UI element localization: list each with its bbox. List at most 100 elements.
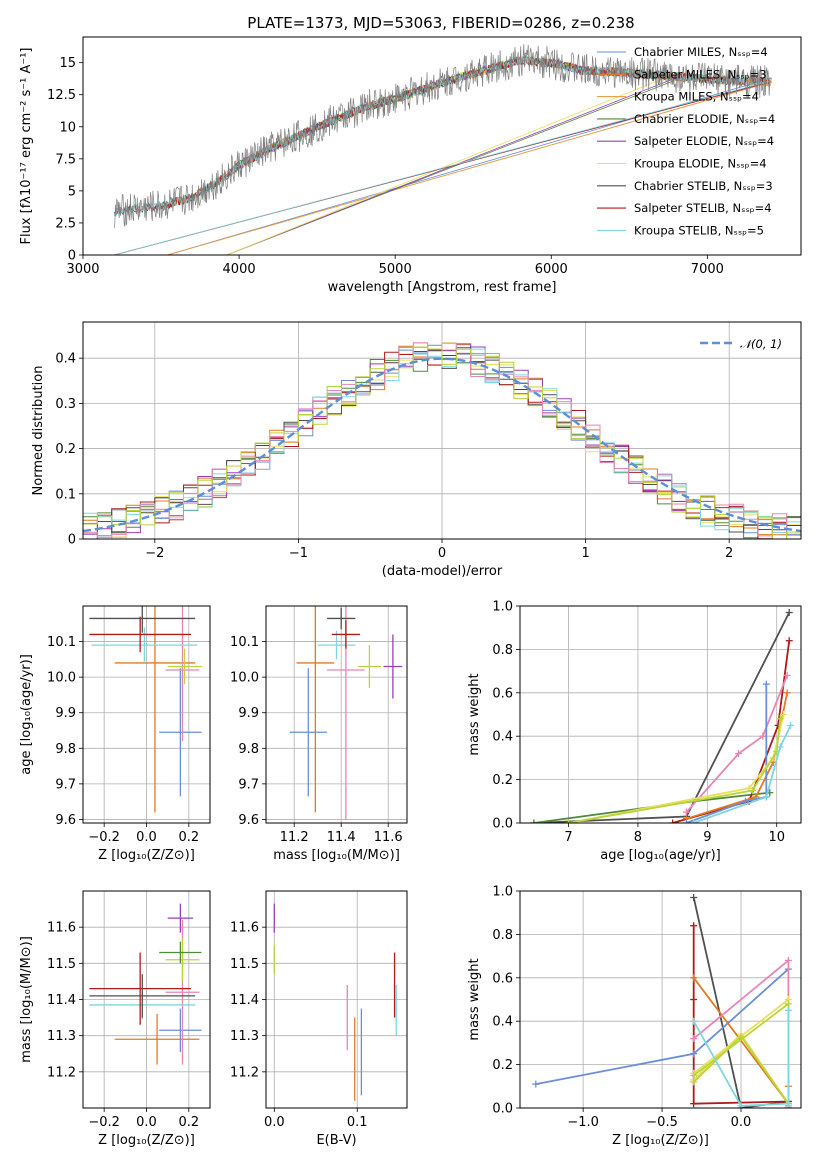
axes-frame [82, 36, 802, 256]
legend-label: Chabrier ELODIE, Nₛₛₚ=4 [634, 112, 775, 126]
line-group [532, 894, 792, 1108]
errorbar-group [289, 606, 403, 820]
y-tick-label: 10 [59, 120, 76, 135]
y-axis-label: mass weight [467, 673, 482, 755]
y-tick-label: 10.0 [230, 671, 259, 686]
observed-spectrum-line [113, 44, 771, 228]
legend-label: Salpeter STELIB, Nₛₛₚ=4 [634, 201, 772, 215]
y-tick-label: 9.8 [55, 742, 76, 757]
y-tick-label: 12.5 [47, 88, 76, 103]
x-tick-label: −0.2 [88, 1115, 120, 1130]
x-tick-label: 7000 [691, 262, 724, 277]
x-axis-label: Z [log₁₀(Z/Z⊙)] [612, 1133, 709, 1148]
y-tick-label: 0.0 [492, 1102, 513, 1117]
y-tick-label: 11.4 [230, 993, 259, 1008]
y-tick-label: 0.6 [492, 971, 513, 986]
x-tick-label: 0.0 [264, 1115, 285, 1130]
y-tick-label: 0.3 [55, 397, 76, 412]
x-tick-label: 0.0 [136, 1115, 157, 1130]
y-tick-label: 1.0 [492, 600, 513, 615]
spectrum-group [113, 44, 773, 255]
y-tick-label: 11.5 [230, 957, 259, 972]
errorbar-group [273, 903, 397, 1101]
legend-label: Kroupa MILES, Nₛₛₚ=4 [634, 90, 759, 104]
y-axis-label: mass [log₁₀(M/M⊙)] [19, 936, 34, 1063]
legend-label: Kroupa ELODIE, Nₛₛₚ=4 [634, 157, 767, 171]
axes-frame [82, 321, 802, 540]
axes-frame [519, 605, 802, 824]
axes-frame [265, 890, 408, 1109]
weight-line [568, 718, 782, 823]
legend-label: Kroupa STELIB, Nₛₛₚ=5 [634, 223, 764, 237]
y-tick-label: 0.4 [492, 730, 513, 745]
y-tick-label: 11.4 [47, 993, 76, 1008]
x-tick-label: 7 [564, 830, 572, 845]
x-tick-label: 2 [725, 546, 733, 561]
y-tick-label: 0.2 [492, 1058, 513, 1073]
figure-title: PLATE=1373, MJD=53063, FIBERID=0286, z=0… [247, 14, 634, 32]
x-tick-label: −2 [145, 546, 164, 561]
line-group [530, 609, 795, 823]
y-tick-label: 0.6 [492, 686, 513, 701]
weight-line [672, 640, 791, 823]
y-tick-label: 10.1 [47, 635, 76, 650]
chart-layer: 3000 4000 5000 6000 700002.557.51012.515wave… [19, 36, 802, 1148]
x-tick-label: 0.0 [731, 1115, 752, 1130]
x-tick-label: 10 [768, 830, 785, 845]
y-tick-label: 9.9 [238, 706, 259, 721]
x-tick-label: 0.2 [178, 830, 199, 845]
x-tick-label: 0 [438, 546, 446, 561]
weight-line [693, 725, 792, 823]
y-tick-label: 0.4 [492, 1015, 513, 1030]
legend-label: Salpeter ELODIE, Nₛₛₚ=4 [634, 134, 774, 148]
y-tick-label: 0 [68, 249, 76, 264]
x-tick-label: −0.5 [646, 1115, 678, 1130]
x-tick-label: 0.1 [347, 1115, 368, 1130]
y-tick-label: 9.6 [55, 813, 76, 828]
x-tick-label: 11.6 [374, 830, 403, 845]
y-axis-label: Flux [fλ10⁻¹⁷ erg cm⁻² s⁻¹ A⁻¹] [19, 48, 34, 245]
y-tick-label: 10.1 [230, 635, 259, 650]
y-axis-label: age [log₁₀(age/yr)] [19, 654, 34, 775]
x-tick-label: −1.0 [567, 1115, 599, 1130]
y-tick-label: 11.2 [47, 1065, 76, 1080]
errorbar-group [89, 903, 202, 1065]
y-tick-label: 0.0 [492, 817, 513, 832]
legend-label: Salpeter MILES, Nₛₛₚ=3 [634, 67, 767, 81]
x-tick-label: 1 [581, 546, 589, 561]
y-tick-label: 11.6 [230, 921, 259, 936]
y-axis-label: mass weight [467, 958, 482, 1040]
histogram-group [83, 342, 801, 539]
y-tick-label: 0.4 [55, 352, 76, 367]
legend-label: 𝒩(0, 1) [740, 337, 782, 351]
weight-line [685, 675, 788, 813]
legend-label: Chabrier STELIB, Nₛₛₚ=3 [634, 179, 773, 193]
x-tick-label: 3000 [66, 262, 99, 277]
y-tick-label: 7.5 [55, 152, 76, 167]
y-tick-label: 0.8 [492, 643, 513, 658]
y-tick-label: 11.5 [47, 957, 76, 972]
y-tick-label: 11.3 [47, 1029, 76, 1044]
y-tick-label: 2.5 [55, 216, 76, 231]
x-tick-label: 11.2 [280, 830, 309, 845]
x-axis-label: Z [log₁₀(Z/Z⊙)] [98, 1133, 195, 1148]
y-tick-label: 9.8 [238, 742, 259, 757]
x-tick-label: −1 [289, 546, 308, 561]
x-tick-label: 8 [634, 830, 642, 845]
weight-line [686, 684, 768, 823]
y-axis-label: Normed distribution [31, 366, 46, 496]
axes-frame [265, 605, 408, 824]
y-tick-label: 11.6 [47, 921, 76, 936]
y-tick-label: 0.2 [492, 773, 513, 788]
y-tick-label: 15 [59, 56, 76, 71]
histogram-step [83, 346, 801, 539]
x-tick-label: 11.4 [327, 830, 356, 845]
y-tick-label: 9.7 [55, 777, 76, 792]
x-axis-label: Z [log₁₀(Z/Z⊙)] [98, 848, 195, 863]
y-tick-label: 0.1 [55, 487, 76, 502]
x-axis-label: age [log₁₀(age/yr)] [600, 848, 721, 863]
x-tick-label: 9 [703, 830, 711, 845]
y-tick-label: 0 [68, 533, 76, 548]
y-tick-label: 0.2 [55, 442, 76, 457]
